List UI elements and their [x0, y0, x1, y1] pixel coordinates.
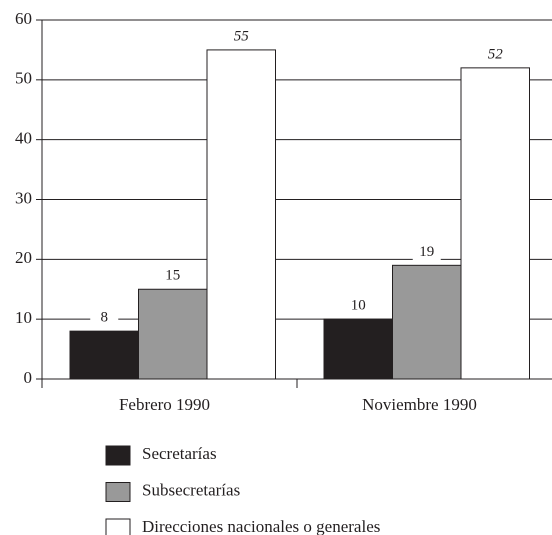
legend-swatch	[105, 518, 131, 535]
bar	[323, 318, 393, 380]
value-label-bg	[158, 267, 187, 286]
bar	[69, 330, 139, 380]
bar	[206, 49, 276, 380]
y-tick-label: 20	[15, 248, 32, 267]
value-label: 15	[165, 268, 180, 284]
value-label-bg	[90, 309, 119, 328]
value-label-bg	[481, 45, 510, 64]
value-label: 10	[351, 298, 366, 314]
value-label-bg	[227, 27, 256, 46]
bar	[460, 67, 530, 380]
legend-label: Secretarías	[142, 444, 217, 463]
legend-label: Direcciones nacionales o generales	[142, 517, 380, 535]
y-tick-label: 60	[15, 9, 32, 28]
value-label: 19	[419, 244, 434, 260]
bar	[138, 288, 208, 380]
legend-swatch	[105, 482, 131, 502]
value-label: 8	[101, 310, 109, 326]
x-tick-label: Febrero 1990	[119, 395, 210, 414]
y-tick-label: 0	[24, 368, 33, 387]
value-label: 55	[234, 28, 250, 44]
y-tick-label: 50	[15, 69, 32, 88]
value-label: 52	[488, 46, 504, 62]
legend-swatch	[105, 445, 131, 466]
y-tick-label: 30	[15, 188, 32, 207]
x-tick-label: Noviembre 1990	[362, 395, 477, 414]
value-label-bg	[344, 297, 373, 316]
y-tick-label: 40	[15, 129, 32, 148]
value-label-bg	[412, 243, 441, 262]
legend-label: Subsecretarías	[142, 480, 240, 499]
y-tick-label: 10	[15, 308, 32, 327]
bar	[392, 264, 462, 380]
